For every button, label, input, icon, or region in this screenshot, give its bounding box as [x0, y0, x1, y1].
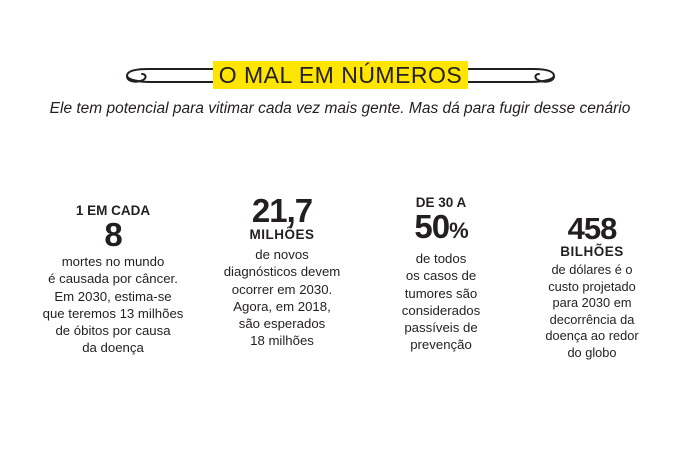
stat-line: são esperados [238, 316, 326, 332]
stat-line: mortes no mundo [61, 254, 165, 269]
stat-number: 8 [104, 216, 122, 253]
stat-column-3: DE 30 A 50% de todos os casos de tumores… [366, 195, 516, 354]
stat-line: de dólares é o [551, 262, 633, 277]
stat-line: tumores são [404, 285, 478, 301]
stat-line: considerados [401, 302, 481, 318]
stat-column-2: 21,7 MILHÕES de novos diagnósticos devem… [207, 192, 357, 350]
stat-column-4: 458 BILHÕES de dólares é o custo projeta… [522, 211, 662, 362]
stat-line: diagnósticos devem [223, 264, 341, 280]
stat-line: os casos de [405, 268, 477, 284]
stat-line: ocorrer em 2030. [231, 281, 333, 297]
stat-number: 21,7 [251, 192, 313, 229]
stat-line: Em 2030, estima-se [54, 288, 172, 304]
stat-line: para 2030 em [552, 295, 632, 311]
stat-description: de todos os casos de tumores são conside… [366, 250, 516, 354]
stat-unit: MILHÕES [249, 227, 315, 242]
stat-line: da doença [82, 340, 144, 356]
stat-percent: % [449, 218, 469, 243]
stat-kicker: DE 30 A [415, 195, 467, 210]
stat-description: mortes no mundo é causada por câncer. Em… [38, 253, 188, 357]
stat-number: 458 [567, 211, 618, 246]
stat-line: doença ao redor [545, 328, 639, 344]
stat-description: de novos diagnósticos devem ocorrer em 2… [207, 246, 357, 350]
stat-line: do globo [567, 344, 617, 360]
stat-line: Agora, em 2018, [233, 298, 331, 314]
stat-line: custo projetado [548, 278, 636, 294]
page-title: O MAL EM NÚMEROS [218, 61, 463, 88]
stat-description: de dólares é o custo projetado para 2030… [522, 262, 662, 362]
stat-line: de novos [255, 247, 309, 262]
stat-line: prevenção [410, 337, 472, 353]
stat-line: de óbitos por causa [55, 323, 171, 339]
stat-line: passíveis de [404, 320, 478, 336]
stat-number-wrap: 50% [366, 208, 516, 247]
stat-unit: BILHÕES [560, 244, 624, 259]
stat-line: decorrência da [549, 311, 635, 327]
stat-kicker: 1 EM CADA [75, 203, 151, 218]
stat-line: de todos [415, 251, 467, 266]
stat-number: 50 [414, 208, 450, 245]
stat-line: que teremos 13 milhões [42, 305, 184, 321]
page-subtitle: Ele tem potencial para vitimar cada vez … [49, 100, 631, 117]
title-badge: O MAL EM NÚMEROS [213, 61, 468, 89]
stat-column-1: 1 EM CADA 8 mortes no mundo é causada po… [38, 203, 188, 357]
stat-line: 18 milhões [250, 333, 314, 349]
stat-line: é causada por câncer. [48, 271, 178, 287]
ornament-flourish-icon [125, 68, 556, 83]
section-header: O MAL EM NÚMEROS [0, 58, 680, 92]
